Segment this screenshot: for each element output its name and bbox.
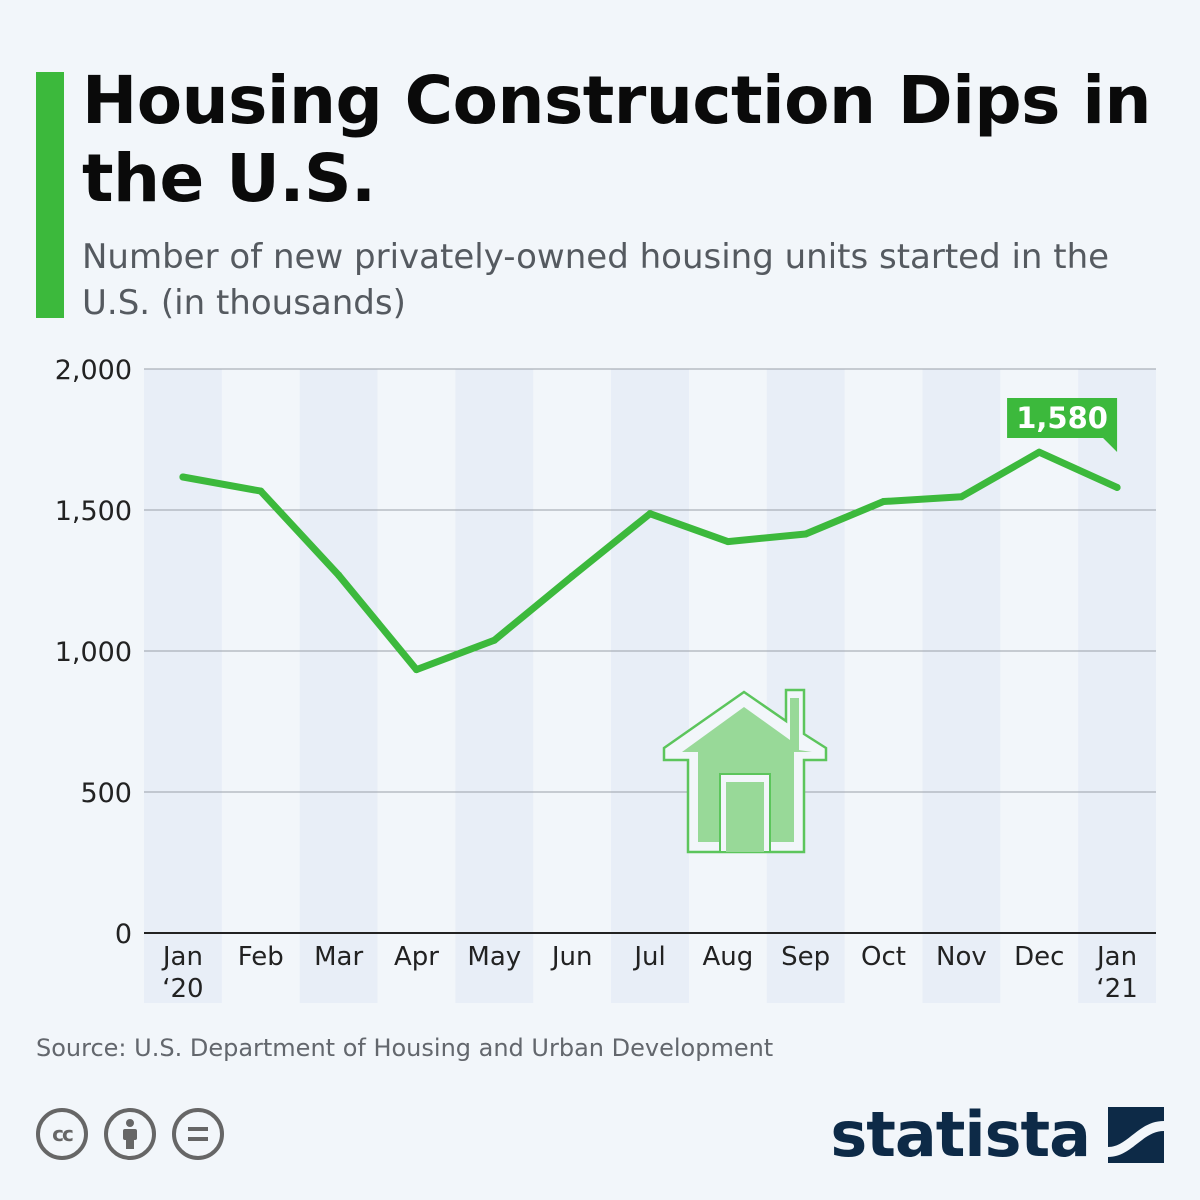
y-tick-label: 2,000 [55, 355, 132, 386]
page-title: Housing Construction Dips in the U.S. [82, 62, 1151, 217]
page-subtitle: Number of new privately-owned housing un… [82, 237, 1110, 323]
x-tick-label: Feb [238, 942, 284, 972]
data-point [568, 572, 576, 580]
attribution-icon[interactable] [104, 1108, 156, 1160]
x-tick-label: Apr [394, 942, 439, 972]
column-band [1078, 369, 1156, 1003]
x-tick-label: Jul [632, 942, 665, 972]
x-tick-label: May [467, 942, 521, 972]
value-callout [1007, 398, 1118, 452]
x-tick-label: Aug [702, 942, 753, 972]
x-tick-label: Oct [861, 942, 906, 972]
brand-name[interactable]: statista [830, 1098, 1091, 1171]
y-tick-label: 1,000 [55, 637, 132, 668]
statista-logo-icon [1108, 1107, 1164, 1163]
x-tick-label: Nov [936, 942, 987, 972]
y-tick-label: 0 [115, 919, 132, 950]
column-band [144, 369, 222, 1003]
title-accent-bar [36, 72, 64, 318]
x-tick-label: Jun [550, 942, 593, 972]
column-band [455, 369, 534, 1003]
data-point [412, 666, 420, 674]
y-tick-label: 500 [80, 778, 132, 809]
house-icon [662, 688, 828, 854]
data-point [257, 487, 265, 495]
x-tick-label: Mar [314, 942, 363, 972]
data-point [179, 473, 187, 481]
license-icons: cc [36, 1108, 224, 1160]
data-point [1113, 483, 1121, 491]
column-band [922, 369, 1001, 1003]
data-point [802, 530, 810, 538]
data-point [490, 636, 498, 644]
y-tick-label: 1,500 [55, 496, 132, 527]
column-band [766, 369, 845, 1003]
value-callout-label: 1,580 [1016, 401, 1108, 435]
column-band [299, 369, 378, 1003]
data-point [335, 571, 343, 579]
x-tick-label: Dec [1014, 942, 1064, 972]
source-note: Source: U.S. Department of Housing and U… [36, 1034, 774, 1062]
brand: statista [830, 1100, 1164, 1170]
column-band [611, 369, 689, 1003]
x-tick-label: Jan ‘21 [1095, 942, 1138, 1004]
x-tick-label: Sep [781, 942, 830, 972]
no-derivatives-icon[interactable] [172, 1108, 224, 1160]
x-tick-label: Jan ‘20 [161, 942, 204, 1004]
data-point [724, 538, 732, 546]
data-point [1035, 448, 1043, 456]
data-point [880, 498, 888, 506]
creative-commons-icon[interactable]: cc [36, 1108, 88, 1160]
data-point [957, 493, 965, 501]
data-point [646, 510, 654, 518]
